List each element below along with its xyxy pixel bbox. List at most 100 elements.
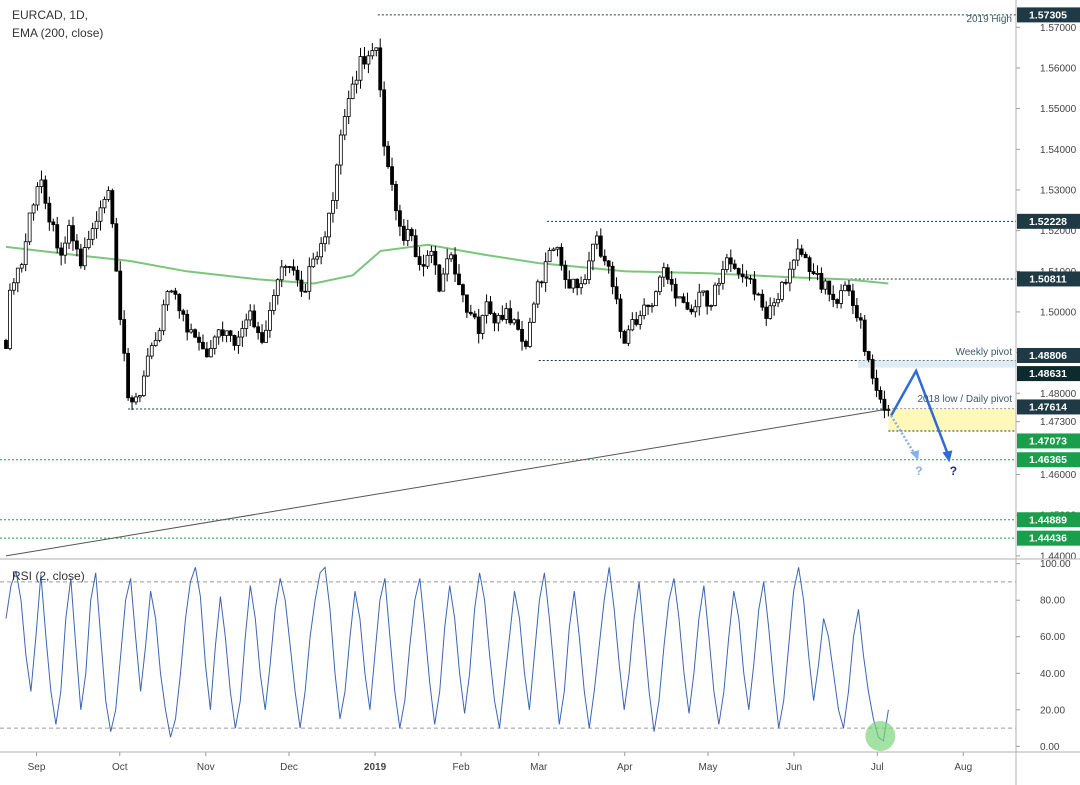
candle-body (11, 282, 16, 291)
candle-body (27, 212, 32, 243)
candle-body (508, 308, 513, 324)
candle-body (626, 329, 631, 344)
rsi-pane (0, 566, 1016, 752)
candle-body (307, 266, 312, 292)
candle-body (295, 269, 300, 281)
candle-body (854, 305, 859, 319)
candle-body (354, 79, 359, 85)
candle-body (882, 398, 887, 411)
candle-body (661, 267, 666, 278)
candle-body (622, 331, 627, 344)
daily-pivot-zone (888, 408, 1016, 431)
candle-body (425, 254, 430, 267)
candle-body (468, 311, 473, 315)
candle-body (449, 254, 454, 260)
candle-body (271, 295, 276, 311)
candle-body (756, 293, 761, 296)
candle-body (543, 261, 548, 284)
candle-body (228, 330, 233, 336)
candle-body (212, 336, 217, 349)
candle-body (8, 289, 12, 349)
x-tick-label: Oct (112, 762, 128, 773)
x-tick-label: May (699, 762, 718, 773)
x-tick-label: Aug (954, 762, 972, 773)
candle-body (524, 340, 528, 347)
candle-body (323, 236, 327, 245)
price-label-box (1017, 271, 1080, 287)
candle-body (71, 225, 75, 242)
candle-body (43, 179, 48, 204)
candle-body (86, 238, 91, 248)
annotation-2019-high: 2019 High (966, 14, 1012, 25)
rsi-tick-label: 20.00 (1040, 705, 1065, 716)
candle-body (701, 290, 706, 293)
candle-body (677, 296, 682, 299)
candle-body (153, 339, 158, 346)
candle-body (563, 264, 568, 281)
candle-body (51, 221, 56, 226)
candle-body (839, 290, 843, 304)
candle-body (275, 279, 280, 296)
symbol-title: EURCAD, 1D, (12, 8, 89, 22)
candle-body (260, 332, 264, 343)
candle-body (224, 330, 229, 336)
candle-body (173, 290, 178, 295)
candle-body (165, 291, 170, 306)
candle-body (764, 306, 769, 319)
candle-body (177, 293, 182, 312)
price-tick-label: 1.56000 (1040, 63, 1077, 74)
candle-body (748, 277, 753, 280)
candle-body (346, 98, 351, 117)
candle-body (303, 290, 308, 293)
candle-body (126, 352, 131, 399)
candle-body (78, 248, 83, 267)
ema-200-line (5, 243, 889, 285)
candle-body (768, 305, 773, 319)
price-label-text: 1.48631 (1029, 368, 1067, 380)
price-label-text: 1.52228 (1029, 216, 1067, 228)
candle-body (539, 281, 544, 284)
indicator-title: EMA (200, close) (12, 26, 104, 40)
candle-body (547, 250, 552, 263)
candle-body (583, 279, 587, 285)
price-label-box (1017, 213, 1080, 229)
candle-body (149, 345, 154, 357)
candle-body (204, 348, 209, 358)
candle-body (787, 268, 792, 284)
candle-body (433, 250, 438, 266)
candle-body (528, 321, 532, 347)
candle-body (728, 257, 733, 265)
candle-body (437, 264, 442, 292)
rsi-oversold-highlight (865, 721, 896, 752)
candle-body (721, 269, 725, 284)
candle-body (201, 341, 205, 350)
candle-body (342, 116, 347, 136)
candle-body (464, 294, 469, 313)
candle-body (772, 302, 777, 307)
candle-body (15, 267, 20, 284)
candle-body (559, 246, 564, 266)
candle-body (287, 266, 292, 268)
candle-body (488, 301, 493, 314)
candle-body (843, 284, 847, 292)
candle-body (870, 359, 875, 379)
candle-body (654, 291, 658, 307)
candle-body (709, 305, 714, 307)
candle-body (409, 229, 414, 237)
candle-body (713, 284, 717, 306)
candle-body (642, 304, 647, 317)
price-label-text: 1.46365 (1029, 454, 1067, 466)
candle-body (47, 202, 52, 223)
candle-body (638, 315, 643, 325)
candle-body (457, 273, 461, 286)
candle-body (862, 319, 867, 352)
x-tick-label: Feb (452, 762, 470, 773)
candle-body (634, 319, 639, 325)
price-pane: 2019 High Weekly pivot 2018 low / Daily pi… (0, 14, 1016, 557)
x-axis: Sep Oct Nov Dec 2019 Feb Mar Apr May Jun Jul Aug (28, 752, 972, 773)
candle-body (189, 329, 194, 333)
candle-body (681, 296, 686, 303)
candle-body (827, 280, 832, 295)
candle-body (319, 243, 324, 258)
